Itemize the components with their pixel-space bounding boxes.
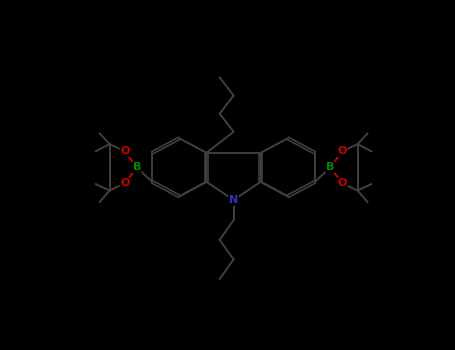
Text: O: O bbox=[121, 178, 130, 188]
Text: N: N bbox=[229, 195, 238, 205]
Text: B: B bbox=[132, 162, 141, 172]
Text: O: O bbox=[338, 146, 347, 156]
Text: O: O bbox=[121, 146, 130, 156]
Text: O: O bbox=[338, 178, 347, 188]
Text: B: B bbox=[326, 162, 334, 172]
